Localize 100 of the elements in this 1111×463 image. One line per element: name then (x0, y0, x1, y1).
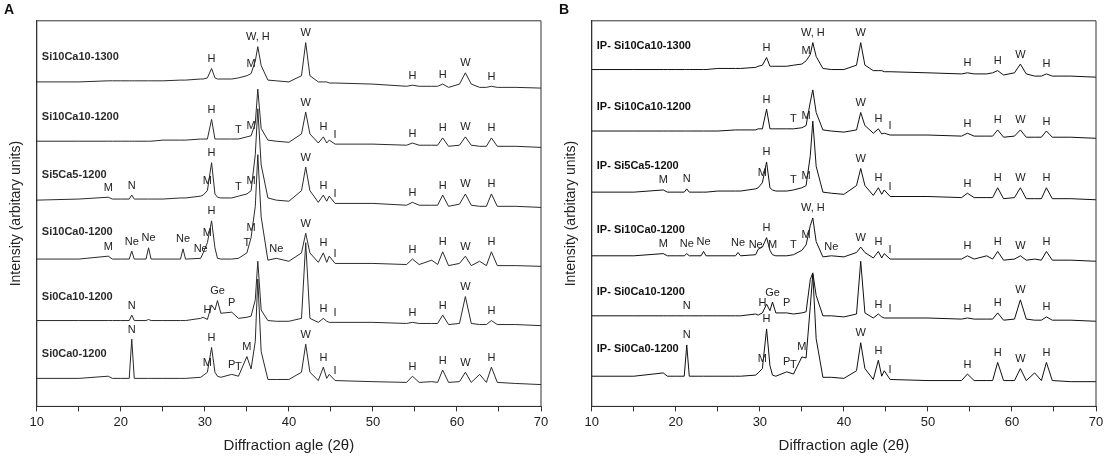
annotation: H (993, 296, 1002, 309)
annotation: H (762, 221, 771, 234)
x-tick-label: 40 (281, 413, 297, 429)
annotation: P (228, 357, 236, 370)
annotation: T (790, 238, 798, 251)
annotation: H (319, 120, 328, 133)
annotation: Ne (124, 234, 139, 247)
x-tick-label: 50 (365, 413, 381, 429)
y-axis-title: Intensity (arbitary units) (7, 140, 24, 287)
annotation: W (460, 120, 472, 133)
annotation: M (658, 237, 668, 250)
annotation: H (319, 301, 328, 314)
annotation: H (874, 112, 883, 125)
annotation: H (1042, 300, 1051, 313)
annotation: W (855, 26, 867, 39)
x-tick-label: 10 (584, 413, 600, 429)
series-label: Si10Ca10-1200 (41, 110, 119, 123)
annotation: H (203, 302, 212, 315)
annotation: H (487, 304, 496, 317)
annotation: H (408, 359, 417, 372)
annotation: H (408, 242, 417, 255)
annotation: N (682, 328, 691, 341)
annotation: H (487, 177, 496, 190)
annotation: Ne (748, 238, 763, 251)
annotation: M (242, 340, 252, 353)
annotation: H (874, 343, 883, 356)
annotation: H (1042, 114, 1051, 127)
annotation: M (103, 239, 113, 252)
annotation: Ge (210, 284, 225, 297)
annotation: H (438, 353, 447, 366)
annotation: T (790, 112, 798, 125)
annotation: Ne (696, 234, 711, 247)
annotation: H (207, 204, 216, 217)
annotation: M (202, 226, 212, 239)
annotation: N (127, 322, 136, 335)
annotation: H (487, 235, 496, 248)
series-label: Si0Ca0-1200 (41, 347, 107, 360)
annotation: W (460, 177, 472, 190)
annotation: W (1015, 113, 1027, 126)
annotation: I (888, 242, 892, 255)
annotation: W, H (800, 26, 825, 39)
annotation: I (888, 301, 892, 314)
annotation: H (487, 121, 496, 134)
annotation: W (855, 326, 867, 339)
annotation: T (790, 357, 798, 370)
annotation: H (487, 350, 496, 363)
annotation: Ne (193, 241, 208, 254)
annotation: H (408, 185, 417, 198)
annotation: M (246, 221, 256, 234)
annotation: H (963, 56, 972, 69)
annotation: W (300, 26, 312, 39)
annotation: I (333, 186, 337, 199)
annotation: H (993, 234, 1002, 247)
annotation: M (801, 44, 811, 57)
annotation: Ge (765, 285, 780, 298)
annotation: I (888, 118, 892, 131)
annotation: N (127, 178, 136, 191)
x-tick-label: 70 (1088, 413, 1104, 429)
annotation: I (333, 246, 337, 259)
annotation: T (243, 236, 251, 249)
annotation: T (235, 122, 243, 135)
annotation: W (300, 95, 312, 108)
annotation: W, H (245, 30, 270, 43)
annotation: W (300, 150, 312, 163)
annotation: H (993, 345, 1002, 358)
x-tick-label: 20 (113, 413, 129, 429)
chart-title: A (4, 1, 15, 18)
annotation: M (246, 119, 256, 132)
annotation: W (1015, 283, 1027, 296)
annotation: T (790, 173, 798, 186)
annotation: H (1042, 171, 1051, 184)
series-label: Si5Ca5-1200 (41, 168, 107, 181)
annotation: Ne (175, 232, 191, 245)
x-axis-title: Diffraction agle (2θ) (778, 436, 910, 454)
annotation: H (319, 236, 328, 249)
annotation: Ne (141, 231, 156, 244)
x-tick-label: 10 (29, 413, 45, 429)
annotation: P (228, 295, 236, 308)
annotation: I (333, 305, 337, 318)
x-tick-label: 40 (836, 413, 852, 429)
x-tick-label: 70 (533, 413, 549, 429)
annotation: H (963, 176, 972, 189)
annotation: I (333, 364, 337, 377)
annotation: H (963, 301, 972, 314)
annotation: W (855, 152, 867, 165)
x-tick-label: 50 (920, 413, 936, 429)
annotation: H (963, 357, 972, 370)
series-label: Si0Ca10-1200 (41, 289, 113, 302)
annotation: H (319, 350, 328, 363)
annotation: W (300, 216, 312, 229)
annotation: M (767, 238, 778, 251)
annotation: M (202, 355, 212, 368)
annotation: H (438, 298, 447, 311)
annotation: P (783, 296, 791, 309)
x-tick-label: 20 (668, 413, 684, 429)
annotation: H (874, 234, 883, 247)
annotation: Ne (269, 241, 284, 254)
series-label: IP- Si10Ca0-1200 (596, 222, 685, 235)
annotation: H (874, 171, 883, 184)
annotation: H (207, 102, 216, 115)
